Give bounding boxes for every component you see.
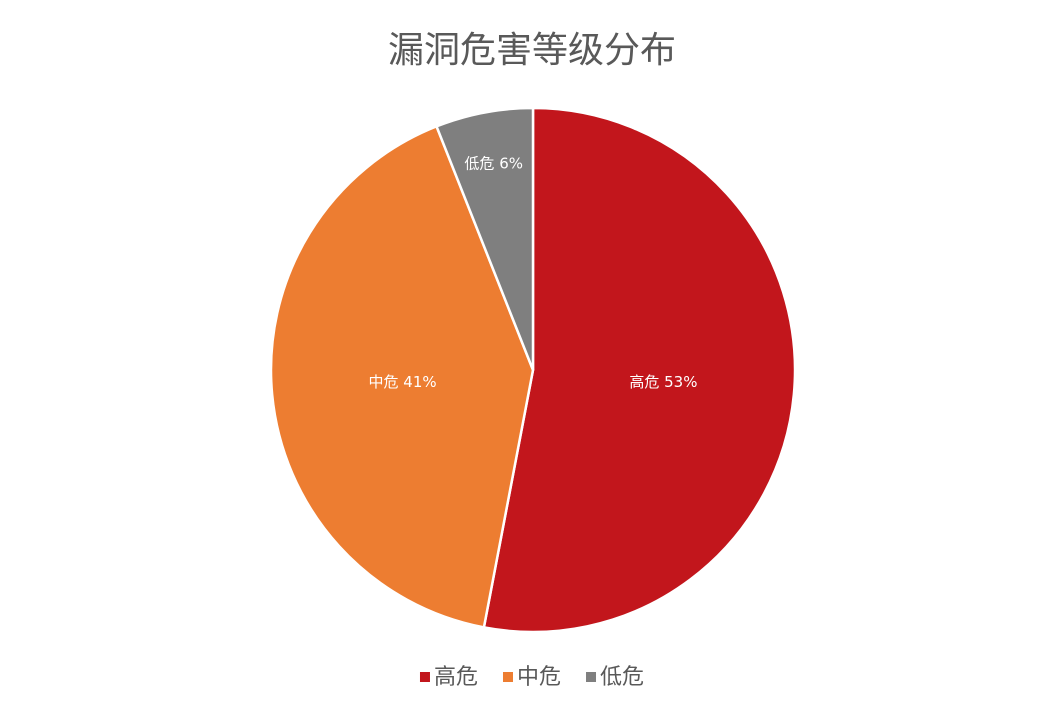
chart-title: 漏洞危害等级分布	[388, 30, 676, 71]
data-label: 低危 6%	[464, 155, 523, 173]
legend-label: 低危	[600, 665, 644, 690]
legend-label: 中危	[517, 665, 561, 690]
legend-swatch	[586, 672, 597, 682]
legend-swatch	[502, 672, 513, 682]
data-label: 中危 41%	[369, 373, 437, 391]
data-label: 高危 53%	[629, 373, 697, 391]
pie-slice	[269, 124, 535, 629]
pie-slice	[434, 106, 535, 371]
pie-slice	[482, 106, 797, 634]
legend-swatch	[419, 672, 430, 682]
legend-label: 高危	[434, 665, 478, 690]
